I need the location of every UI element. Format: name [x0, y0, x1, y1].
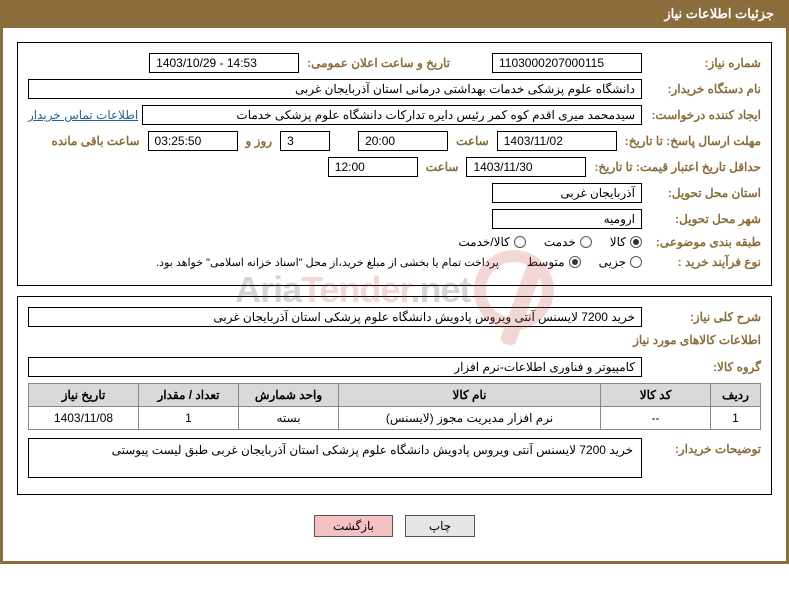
city-value: ارومیه: [492, 209, 642, 229]
province-label: استان محل تحویل:: [646, 186, 761, 200]
overall-label: شرح کلی نیاز:: [646, 310, 761, 324]
hour-label-2: ساعت: [422, 160, 463, 174]
payment-note: پرداخت تمام یا بخشی از مبلغ خرید،از محل …: [156, 256, 499, 269]
table-row: 1 -- نرم افزار مدیریت مجوز (لایسنس) بسته…: [29, 407, 761, 430]
time-left-label: ساعت باقی مانده: [47, 134, 143, 148]
announce-label: تاریخ و ساعت اعلان عمومی:: [303, 56, 454, 70]
days-left: 3: [280, 131, 330, 151]
buyer-notes-label: توضیحات خریدار:: [646, 438, 761, 456]
print-button[interactable]: چاپ: [405, 515, 475, 537]
radio-service[interactable]: خدمت: [544, 235, 592, 249]
radio-both[interactable]: کالا/خدمت: [458, 235, 525, 249]
overall-value: خرید 7200 لایسنس آنتی ویروس پادویش دانشگ…: [28, 307, 642, 327]
page: جزئیات اطلاعات نیاز شماره نیاز: 11030002…: [0, 0, 789, 564]
resp-date: 1403/11/02: [497, 131, 617, 151]
requester-value: سیدمحمد میری اقدم کوه کمر رئیس دایره تدا…: [142, 105, 642, 125]
need-no-value: 1103000207000115: [492, 53, 642, 73]
items-box: شرح کلی نیاز: خرید 7200 لایسنس آنتی ویرو…: [17, 296, 772, 495]
back-button[interactable]: بازگشت: [314, 515, 393, 537]
category-label: طبقه بندی موضوعی:: [646, 235, 761, 249]
process-label: نوع فرآیند خرید :: [646, 255, 761, 269]
items-table: ردیف کد کالا نام کالا واحد شمارش تعداد /…: [28, 383, 761, 430]
buyer-value: دانشگاه علوم پزشکی خدمات بهداشتی درمانی …: [28, 79, 642, 99]
city-label: شهر محل تحویل:: [646, 212, 761, 226]
group-value: کامپیوتر و فناوری اطلاعات-نرم افزار: [28, 357, 642, 377]
radio-medium[interactable]: متوسط: [527, 255, 581, 269]
group-label: گروه کالا:: [646, 360, 761, 374]
items-header: اطلاعات کالاهای مورد نیاز: [28, 333, 761, 347]
hour-label-1: ساعت: [452, 134, 493, 148]
general-info-box: شماره نیاز: 1103000207000115 تاریخ و ساع…: [17, 42, 772, 286]
radio-partial[interactable]: جزیی: [599, 255, 642, 269]
radio-goods[interactable]: کالا: [610, 235, 642, 249]
buyer-contact-link[interactable]: اطلاعات تماس خریدار: [28, 108, 138, 122]
table-header-row: ردیف کد کالا نام کالا واحد شمارش تعداد /…: [29, 384, 761, 407]
price-hour: 12:00: [328, 157, 418, 177]
buyer-label: نام دستگاه خریدار:: [646, 82, 761, 96]
price-date: 1403/11/30: [466, 157, 586, 177]
page-title: جزئیات اطلاعات نیاز: [3, 0, 786, 28]
price-valid-label: حداقل تاریخ اعتبار قیمت: تا تاریخ:: [590, 160, 761, 174]
requester-label: ایجاد کننده درخواست:: [646, 108, 761, 122]
buyer-notes-value: خرید 7200 لایسنس آنتی ویروس پادویش دانشگ…: [28, 438, 642, 478]
day-and-label: روز و: [242, 134, 277, 148]
province-value: آذربایجان غربی: [492, 183, 642, 203]
announce-value: 1403/10/29 - 14:53: [149, 53, 299, 73]
resp-hour: 20:00: [358, 131, 448, 151]
resp-deadline-label: مهلت ارسال پاسخ: تا تاریخ:: [621, 134, 761, 148]
time-left: 03:25:50: [148, 131, 238, 151]
need-no-label: شماره نیاز:: [646, 56, 761, 70]
